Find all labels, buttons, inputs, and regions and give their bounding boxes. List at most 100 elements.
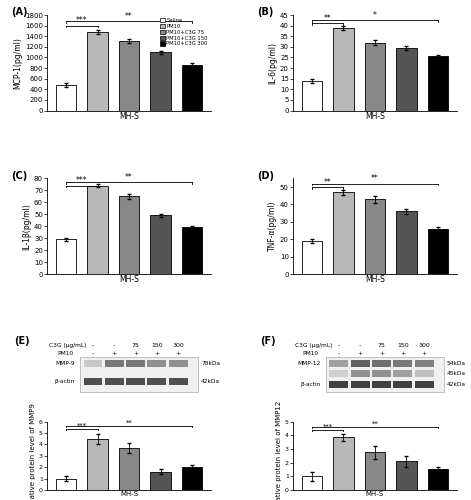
X-axis label: MH-S: MH-S — [365, 112, 385, 121]
Bar — [372, 382, 391, 388]
Text: -: - — [113, 344, 115, 348]
Bar — [87, 32, 108, 110]
Bar — [329, 360, 348, 367]
Bar — [150, 216, 171, 274]
Text: ***: *** — [76, 176, 88, 185]
Bar — [150, 52, 171, 110]
Text: -: - — [92, 351, 94, 356]
Bar — [119, 448, 139, 490]
X-axis label: MH-S: MH-S — [366, 492, 384, 498]
Bar — [150, 472, 171, 490]
Text: 75: 75 — [132, 344, 139, 348]
Bar — [56, 240, 76, 274]
Text: (C): (C) — [11, 171, 27, 181]
Text: 42kDa: 42kDa — [447, 382, 466, 387]
Text: 75: 75 — [378, 344, 385, 348]
Bar — [351, 360, 370, 367]
Text: ***: *** — [76, 16, 88, 25]
Bar — [414, 382, 433, 388]
Bar — [87, 438, 108, 490]
Text: **: ** — [372, 421, 378, 427]
Y-axis label: TNF-α(pg/ml): TNF-α(pg/ml) — [268, 201, 277, 252]
Text: +: + — [112, 351, 117, 356]
Text: **: ** — [324, 178, 332, 186]
Text: -: - — [338, 351, 340, 356]
Text: +: + — [379, 351, 384, 356]
Text: 45kDa: 45kDa — [447, 371, 466, 376]
Bar — [333, 192, 354, 274]
Text: (B): (B) — [257, 8, 273, 18]
Y-axis label: Relative protein level of MMP9: Relative protein level of MMP9 — [30, 403, 36, 500]
Bar — [333, 438, 354, 490]
Bar — [56, 478, 76, 490]
Bar — [393, 382, 412, 388]
Text: **: ** — [125, 12, 133, 21]
Text: **: ** — [126, 420, 132, 426]
Bar — [428, 470, 448, 490]
Text: 150: 150 — [151, 344, 163, 348]
Bar — [333, 28, 354, 110]
Text: 78kDa: 78kDa — [201, 361, 220, 366]
Legend: Saline, PM10, PM10+C3G 75, PM10+C3G 150, PM10+C3G 300: Saline, PM10, PM10+C3G 75, PM10+C3G 150,… — [160, 18, 208, 47]
Y-axis label: IL-1β(pg/ml): IL-1β(pg/ml) — [22, 203, 31, 250]
Text: -: - — [359, 344, 361, 348]
X-axis label: MH-S: MH-S — [119, 276, 139, 284]
Text: 150: 150 — [397, 344, 409, 348]
Y-axis label: IL-6(pg/ml): IL-6(pg/ml) — [268, 42, 277, 84]
X-axis label: MH-S: MH-S — [120, 492, 138, 498]
Text: (A): (A) — [11, 8, 27, 18]
Bar — [428, 229, 448, 274]
Bar — [87, 186, 108, 274]
Text: 42kDa: 42kDa — [201, 379, 220, 384]
Bar — [119, 41, 139, 110]
Bar — [105, 378, 124, 385]
Bar — [169, 378, 187, 385]
Text: MMP-9: MMP-9 — [55, 361, 75, 366]
Bar — [372, 360, 391, 367]
Text: PM10: PM10 — [57, 351, 73, 356]
Text: -: - — [338, 344, 340, 348]
Bar — [396, 212, 417, 274]
Text: 300: 300 — [172, 344, 184, 348]
Text: (F): (F) — [260, 336, 276, 345]
Bar — [126, 360, 145, 367]
Bar — [365, 200, 385, 274]
Text: (D): (D) — [257, 171, 274, 181]
Text: +: + — [154, 351, 160, 356]
Bar — [326, 356, 444, 392]
Bar — [83, 360, 102, 367]
Bar — [414, 360, 433, 367]
Bar — [182, 65, 203, 110]
Text: 54kDa: 54kDa — [447, 361, 466, 366]
Bar — [396, 48, 417, 110]
Bar — [301, 81, 322, 110]
Bar — [301, 476, 322, 490]
Text: +: + — [133, 351, 138, 356]
Bar — [83, 378, 102, 385]
Bar — [428, 56, 448, 110]
Text: **: ** — [371, 174, 379, 184]
Text: +: + — [400, 351, 406, 356]
Text: ***: *** — [323, 424, 333, 430]
Text: C3G (μg/mL): C3G (μg/mL) — [49, 344, 86, 348]
Y-axis label: Relative protein level of MMP12: Relative protein level of MMP12 — [276, 400, 282, 500]
Text: -: - — [92, 344, 94, 348]
X-axis label: MH-S: MH-S — [119, 112, 139, 121]
Bar — [372, 370, 391, 377]
Text: PM10: PM10 — [303, 351, 319, 356]
Text: **: ** — [125, 172, 133, 182]
Text: +: + — [422, 351, 427, 356]
Bar — [365, 42, 385, 110]
Text: ***: *** — [77, 423, 87, 429]
Text: (E): (E) — [14, 336, 30, 345]
Text: MMP-12: MMP-12 — [298, 361, 321, 366]
Text: +: + — [357, 351, 363, 356]
Bar — [80, 356, 198, 392]
Bar — [351, 370, 370, 377]
Bar — [182, 467, 203, 490]
Bar — [147, 378, 166, 385]
X-axis label: MH-S: MH-S — [365, 276, 385, 284]
Bar — [169, 360, 187, 367]
Text: β-actin: β-actin — [300, 382, 321, 387]
Bar — [119, 196, 139, 274]
